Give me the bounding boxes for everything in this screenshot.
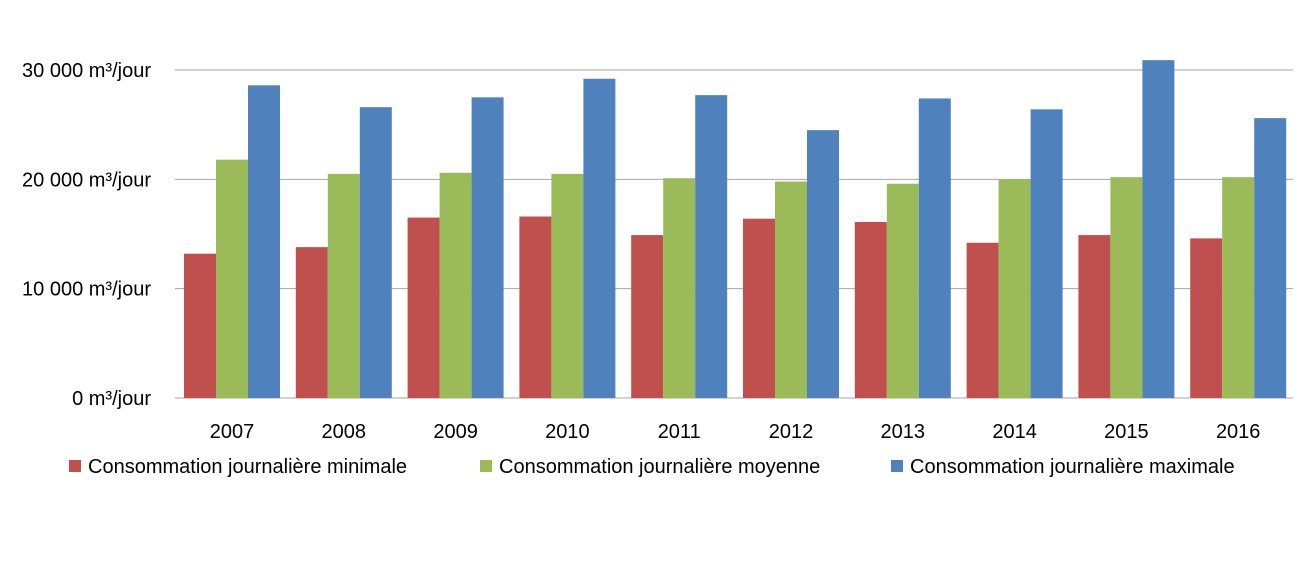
bars <box>184 60 1287 399</box>
bar-2007-series-2 <box>216 159 248 398</box>
bar-2007-series-1 <box>184 253 216 398</box>
x-tick-label: 2011 <box>658 421 701 443</box>
bar-2010-series-2 <box>551 173 584 398</box>
legend-swatch-series-1 <box>69 460 81 472</box>
bar-2008-series-3 <box>359 107 392 398</box>
bar-2008-series-2 <box>327 173 360 398</box>
bar-2015-series-1 <box>1078 235 1111 398</box>
bar-2009-series-1 <box>407 217 440 398</box>
legend: Consommation journalière minimale Consomm… <box>69 456 1235 478</box>
bar-2014-series-3 <box>1030 109 1063 399</box>
bar-2014-series-2 <box>998 179 1031 398</box>
x-tick-label: 2012 <box>769 421 814 443</box>
x-tick-label: 2016 <box>1216 421 1261 443</box>
bar-2011-series-3 <box>695 95 728 398</box>
y-tick-label: 10 000 m³/jour <box>22 279 151 301</box>
y-axis-tick-labels: 0 m³/jour 10 000 m³/jour 20 000 m³/jour 30 … <box>22 60 151 410</box>
x-axis-tick-labels: 2007 2008 2009 2010 2011 2012 2013 2014 2015 2016 <box>210 421 1261 443</box>
legend-label-series-3: Consommation journalière maximale <box>910 456 1235 478</box>
x-tick-label: 2007 <box>210 421 255 443</box>
bar-2010-series-1 <box>519 216 552 398</box>
bar-2009-series-3 <box>471 97 504 398</box>
bar-2015-series-3 <box>1142 60 1175 398</box>
bar-2013-series-3 <box>918 98 951 398</box>
bar-2012-series-2 <box>775 181 807 398</box>
bar-2011-series-1 <box>631 235 664 398</box>
y-tick-label: 30 000 m³/jour <box>22 60 151 82</box>
x-tick-label: 2010 <box>545 421 590 443</box>
bar-2016-series-3 <box>1254 118 1287 399</box>
bar-2016-series-1 <box>1190 238 1223 398</box>
bar-2011-series-2 <box>663 178 696 398</box>
bar-2014-series-1 <box>966 242 999 398</box>
legend-swatch-series-2 <box>480 460 492 472</box>
bar-2008-series-1 <box>295 247 328 398</box>
legend-label-series-1: Consommation journalière minimale <box>88 456 407 478</box>
y-tick-label: 20 000 m³/jour <box>22 169 151 191</box>
x-tick-label: 2015 <box>1104 421 1149 443</box>
bar-2016-series-2 <box>1222 177 1255 398</box>
x-tick-label: 2009 <box>433 421 478 443</box>
legend-label-series-2: Consommation journalière moyenne <box>499 456 820 478</box>
legend-swatch-series-3 <box>891 460 903 472</box>
bar-2015-series-2 <box>1110 177 1143 398</box>
x-tick-label: 2014 <box>992 421 1037 443</box>
bar-2013-series-2 <box>886 183 919 398</box>
bar-2010-series-3 <box>583 78 616 398</box>
bar-2013-series-1 <box>854 221 887 398</box>
bar-2012-series-1 <box>743 218 775 398</box>
bar-2012-series-3 <box>807 130 839 398</box>
x-tick-label: 2008 <box>322 421 367 443</box>
x-tick-label: 2013 <box>881 421 926 443</box>
bar-2009-series-2 <box>439 172 472 398</box>
bar-2007-series-3 <box>248 85 280 398</box>
y-tick-label: 0 m³/jour <box>72 388 151 410</box>
